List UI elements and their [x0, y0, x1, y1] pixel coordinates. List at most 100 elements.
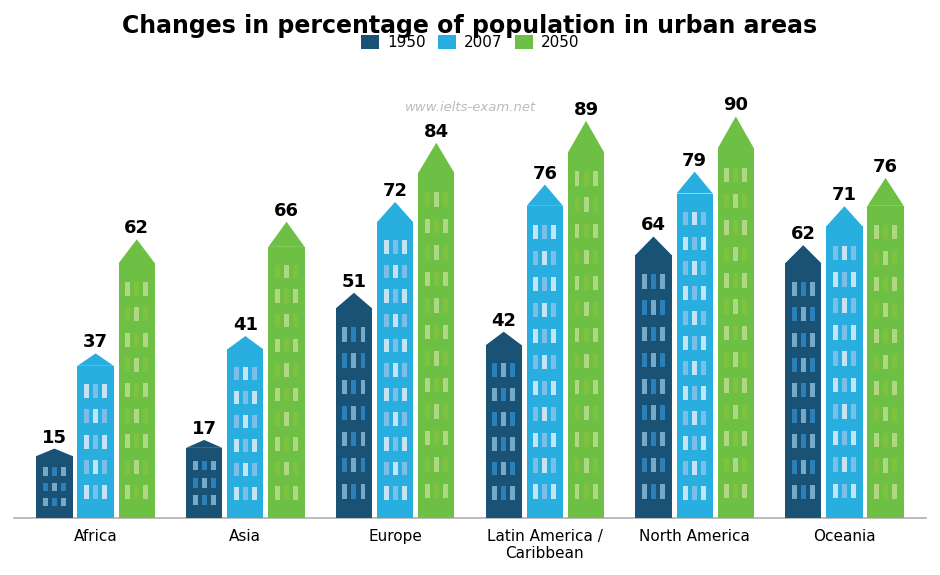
Bar [269, 247, 305, 518]
Bar [361, 432, 366, 446]
Bar [275, 412, 280, 426]
Bar [791, 332, 797, 347]
Bar [501, 388, 507, 401]
Bar [851, 272, 856, 286]
Bar [118, 263, 155, 518]
Bar [443, 457, 447, 472]
Bar [743, 405, 747, 419]
Bar [660, 432, 665, 446]
Bar [37, 456, 72, 518]
Bar [651, 458, 656, 472]
Bar [651, 274, 656, 289]
Bar [683, 262, 688, 275]
Bar [433, 218, 439, 233]
Text: 64: 64 [641, 216, 666, 235]
Bar [202, 496, 207, 505]
Bar [683, 486, 688, 500]
Bar [692, 486, 697, 500]
Bar [501, 412, 507, 426]
Bar [433, 192, 439, 207]
Bar [810, 384, 815, 397]
Bar [642, 327, 647, 341]
Bar [883, 225, 888, 239]
Bar [533, 277, 539, 291]
Bar [425, 246, 430, 260]
Bar [425, 378, 430, 392]
Bar [425, 404, 430, 419]
Bar [284, 314, 289, 327]
Bar [810, 358, 815, 372]
Bar [533, 225, 539, 239]
Bar [384, 363, 388, 377]
Bar [683, 212, 688, 225]
Bar [433, 404, 439, 419]
Bar [842, 431, 847, 446]
Bar [660, 353, 665, 367]
Bar [725, 300, 729, 314]
Bar [211, 496, 215, 505]
Bar [84, 409, 89, 423]
Bar [501, 462, 507, 475]
Bar [833, 298, 838, 313]
Bar [284, 339, 289, 352]
Bar [660, 327, 665, 341]
Bar [342, 406, 348, 420]
Bar [433, 351, 439, 366]
Bar [810, 460, 815, 474]
Bar [252, 439, 257, 452]
Polygon shape [486, 332, 522, 346]
Bar [642, 405, 647, 420]
Polygon shape [826, 206, 863, 227]
Bar [542, 328, 547, 343]
Bar [425, 457, 430, 472]
Bar [84, 460, 89, 474]
Bar [574, 328, 579, 342]
Bar [574, 250, 579, 264]
Bar [433, 325, 439, 339]
Bar [592, 458, 598, 473]
Bar [384, 437, 388, 451]
Bar [193, 496, 197, 505]
Bar [425, 325, 430, 339]
Bar [401, 240, 407, 254]
Bar [574, 432, 579, 447]
Bar [361, 380, 366, 394]
Bar [134, 460, 139, 474]
Polygon shape [868, 178, 903, 206]
Bar [701, 436, 706, 450]
Polygon shape [526, 185, 563, 206]
Bar [533, 485, 539, 499]
Bar [851, 404, 856, 419]
Bar [833, 484, 838, 499]
Bar [533, 302, 539, 317]
Bar [134, 307, 139, 321]
Bar [193, 461, 197, 470]
Bar [733, 458, 738, 472]
Bar [810, 282, 815, 296]
Bar [384, 462, 388, 475]
Bar [433, 431, 439, 446]
Bar [284, 462, 289, 475]
Bar [584, 328, 588, 342]
Bar [433, 272, 439, 286]
Bar [592, 302, 598, 316]
Bar [102, 460, 107, 474]
Polygon shape [677, 171, 713, 194]
Bar [592, 171, 598, 186]
Bar [352, 327, 356, 342]
Bar [293, 289, 298, 303]
Bar [542, 432, 547, 447]
Bar [791, 460, 797, 474]
Text: 62: 62 [124, 219, 149, 237]
Bar [584, 302, 588, 316]
Bar [883, 328, 888, 343]
Bar [592, 380, 598, 394]
Bar [143, 358, 149, 372]
Bar [393, 388, 398, 401]
Polygon shape [336, 293, 372, 308]
Text: 76: 76 [873, 158, 898, 176]
Bar [743, 194, 747, 208]
Bar [143, 460, 149, 474]
Bar [692, 411, 697, 425]
Bar [384, 289, 388, 303]
